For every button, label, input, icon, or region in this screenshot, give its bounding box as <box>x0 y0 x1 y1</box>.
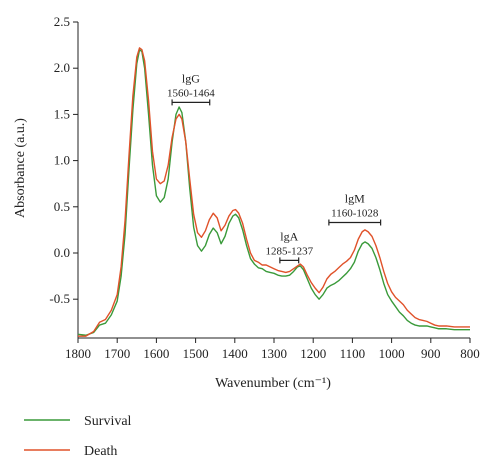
y-tick-label: 2.5 <box>54 14 70 29</box>
legend: Survival Death <box>24 414 132 459</box>
annotation-layer: lgG 1560-1464 lgA 1285-1237 lgM 1160-1028 <box>167 71 382 264</box>
legend-label-death: Death <box>84 444 117 459</box>
x-tick-label: 800 <box>460 346 480 361</box>
x-tick-label: 1400 <box>222 346 248 361</box>
x-tick-label: 1200 <box>300 346 326 361</box>
annotation-range-lgm: 1160-1028 <box>331 208 379 220</box>
annotation-label-lgm: lgM <box>345 192 365 206</box>
series-line-death <box>78 47 470 337</box>
y-axis: -0.5 0.0 0.5 1.0 1.5 2.0 2.5 <box>49 14 78 306</box>
y-tick-label: -0.5 <box>49 291 70 306</box>
legend-label-survival: Survival <box>84 414 132 429</box>
annotation-range-lgg: 1560-1464 <box>167 87 215 99</box>
annotation-range-lga: 1285-1237 <box>265 245 313 257</box>
x-axis: 1800 1700 1600 1500 1400 1300 1200 1100 1000 900 8… <box>65 338 480 361</box>
y-axis-title: Absorbance (a.u.) <box>13 118 28 218</box>
x-tick-label: 1300 <box>261 346 287 361</box>
y-tick-label: 0.5 <box>54 199 70 214</box>
x-tick-label: 1600 <box>143 346 169 361</box>
x-tick-label: 1500 <box>183 346 209 361</box>
y-tick-label: 1.0 <box>54 153 70 168</box>
x-tick-label: 900 <box>421 346 441 361</box>
series-layer <box>77 47 470 337</box>
x-tick-label: 1700 <box>104 346 130 361</box>
x-axis-title: Wavenumber (cm⁻¹) <box>215 376 331 391</box>
y-tick-label: 0.0 <box>54 245 70 260</box>
series-line-survival <box>77 49 470 336</box>
annotation-label-lgg: lgG <box>182 71 200 85</box>
x-tick-label: 1800 <box>65 346 91 361</box>
y-tick-label: 1.5 <box>54 106 70 121</box>
y-tick-label: 2.0 <box>54 60 70 75</box>
annotation-label-lga: lgA <box>280 229 298 243</box>
x-tick-label: 1100 <box>340 346 366 361</box>
x-tick-label: 1000 <box>379 346 405 361</box>
